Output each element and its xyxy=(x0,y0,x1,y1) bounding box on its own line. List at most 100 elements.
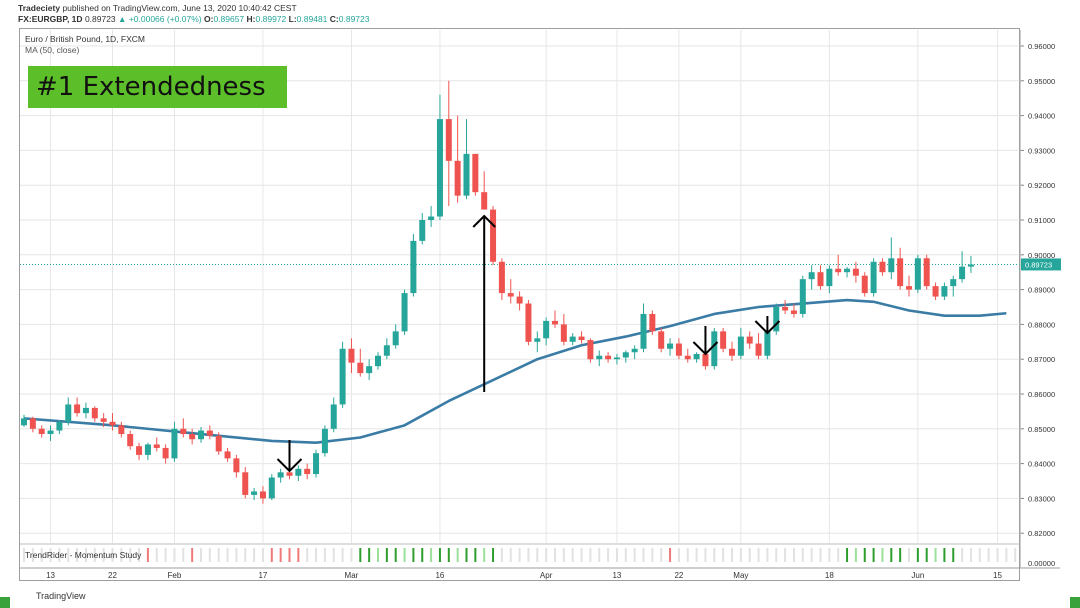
indicator-scale-label: 0.00000 xyxy=(1028,559,1055,568)
candle-up xyxy=(428,216,435,220)
candle-down xyxy=(790,310,797,314)
momentum-bar xyxy=(775,548,778,562)
candle-up xyxy=(330,404,337,429)
candle-up xyxy=(375,355,381,367)
price-tick-label: 0.89000 xyxy=(1028,286,1055,295)
momentum-bar xyxy=(801,548,804,562)
momentum-bar xyxy=(961,548,964,562)
time-tick-label: 13 xyxy=(612,571,621,580)
momentum-bar xyxy=(580,548,583,562)
momentum-bar xyxy=(492,548,495,562)
candle-up xyxy=(171,428,178,459)
candle-down xyxy=(675,343,682,356)
price-tick-label: 0.86000 xyxy=(1028,390,1055,399)
candles-layer xyxy=(21,80,974,504)
candle-up xyxy=(941,286,948,297)
momentum-bar xyxy=(872,548,875,562)
low-value: 0.89481 xyxy=(296,14,328,24)
candle-down xyxy=(835,268,842,273)
candle-up xyxy=(631,348,638,353)
momentum-bar xyxy=(987,548,990,562)
price-change: ▲ +0.00066 (+0.07%) xyxy=(118,14,202,24)
candle-up xyxy=(826,268,833,287)
momentum-bar xyxy=(837,548,840,562)
candle-up xyxy=(366,366,373,374)
momentum-bar xyxy=(58,548,61,562)
time-axis[interactable]: 13 22 Feb 17 Mar 16 Apr 13 22 May 18 Jun 15 xyxy=(20,567,1060,580)
momentum-bar xyxy=(846,548,849,562)
momentum-bar xyxy=(686,548,689,562)
momentum-bar xyxy=(624,548,627,562)
price-tick-label: 0.82000 xyxy=(1028,529,1055,538)
candle-down xyxy=(259,491,266,499)
candle-down xyxy=(897,258,904,287)
candle-down xyxy=(100,418,107,422)
candle-up xyxy=(47,430,54,435)
high-label: H: xyxy=(246,14,256,24)
price-axis[interactable]: 0.96000 0.95000 0.94000 0.93000 0.92000 0.910… xyxy=(1019,30,1061,568)
candle-up xyxy=(711,331,718,367)
momentum-bar xyxy=(881,548,884,562)
momentum-bar xyxy=(474,548,477,562)
candle-up xyxy=(21,418,27,426)
open-value: 0.89657 xyxy=(213,14,245,24)
candle-up xyxy=(799,279,806,314)
candle-up xyxy=(65,404,72,422)
candle-up xyxy=(667,343,674,349)
candle-down xyxy=(91,407,98,419)
time-tick-label: Mar xyxy=(345,571,359,580)
candle-down xyxy=(861,275,868,294)
momentum-bar xyxy=(757,548,760,562)
momentum-bar xyxy=(270,548,273,562)
candle-down xyxy=(490,209,497,262)
momentum-bar xyxy=(421,548,424,562)
momentum-bar xyxy=(253,548,256,562)
indicator-legend: TrendRider - Momentum Study xyxy=(25,550,142,560)
symbol-line: FX:EURGBP, 1D xyxy=(18,14,83,24)
candle-down xyxy=(357,362,364,374)
momentum-indicator-pane xyxy=(23,548,1017,562)
candle-down xyxy=(817,272,824,287)
ma-legend: MA (50, close) xyxy=(25,45,80,55)
time-tick-label: Apr xyxy=(540,571,553,580)
momentum-bar xyxy=(651,548,654,562)
momentum-bar xyxy=(660,548,663,562)
quote-line: FX:EURGBP, 1D 0.89723 ▲ +0.00066 (+0.07%… xyxy=(18,14,370,24)
candle-up xyxy=(844,268,851,273)
momentum-bar xyxy=(67,548,70,562)
momentum-bar xyxy=(500,548,503,562)
last-price: 0.89723 xyxy=(84,14,116,24)
candle-up xyxy=(613,357,620,360)
momentum-bar xyxy=(677,548,680,562)
momentum-bar xyxy=(412,548,415,562)
publisher-name[interactable]: Tradeciety xyxy=(18,3,61,13)
candle-down xyxy=(242,472,249,495)
candle-down xyxy=(578,336,585,341)
publish-line: Tradeciety published on TradingView.com,… xyxy=(18,3,297,13)
momentum-bar xyxy=(518,548,521,562)
momentum-bar xyxy=(438,548,441,562)
momentum-bar xyxy=(377,548,379,562)
candle-up xyxy=(534,338,541,342)
footer xyxy=(0,588,1080,608)
momentum-bar xyxy=(138,548,141,562)
candle-down xyxy=(74,404,81,414)
footer-brand[interactable]: TradingView xyxy=(36,591,86,601)
momentum-bar xyxy=(607,548,610,562)
candle-down xyxy=(684,355,691,360)
momentum-bar xyxy=(385,548,388,562)
momentum-bar xyxy=(120,548,123,562)
momentum-bar xyxy=(722,548,725,562)
momentum-bar xyxy=(76,548,79,562)
candle-up xyxy=(569,336,576,342)
momentum-bar xyxy=(164,548,167,562)
momentum-bar xyxy=(31,548,34,562)
momentum-bar xyxy=(1014,548,1017,562)
momentum-bar xyxy=(1005,548,1008,562)
grid-lines xyxy=(20,30,1020,545)
price-tick-label: 0.96000 xyxy=(1028,42,1055,51)
momentum-bar xyxy=(217,548,220,562)
candle-down xyxy=(658,331,665,349)
candle-up xyxy=(808,272,815,280)
